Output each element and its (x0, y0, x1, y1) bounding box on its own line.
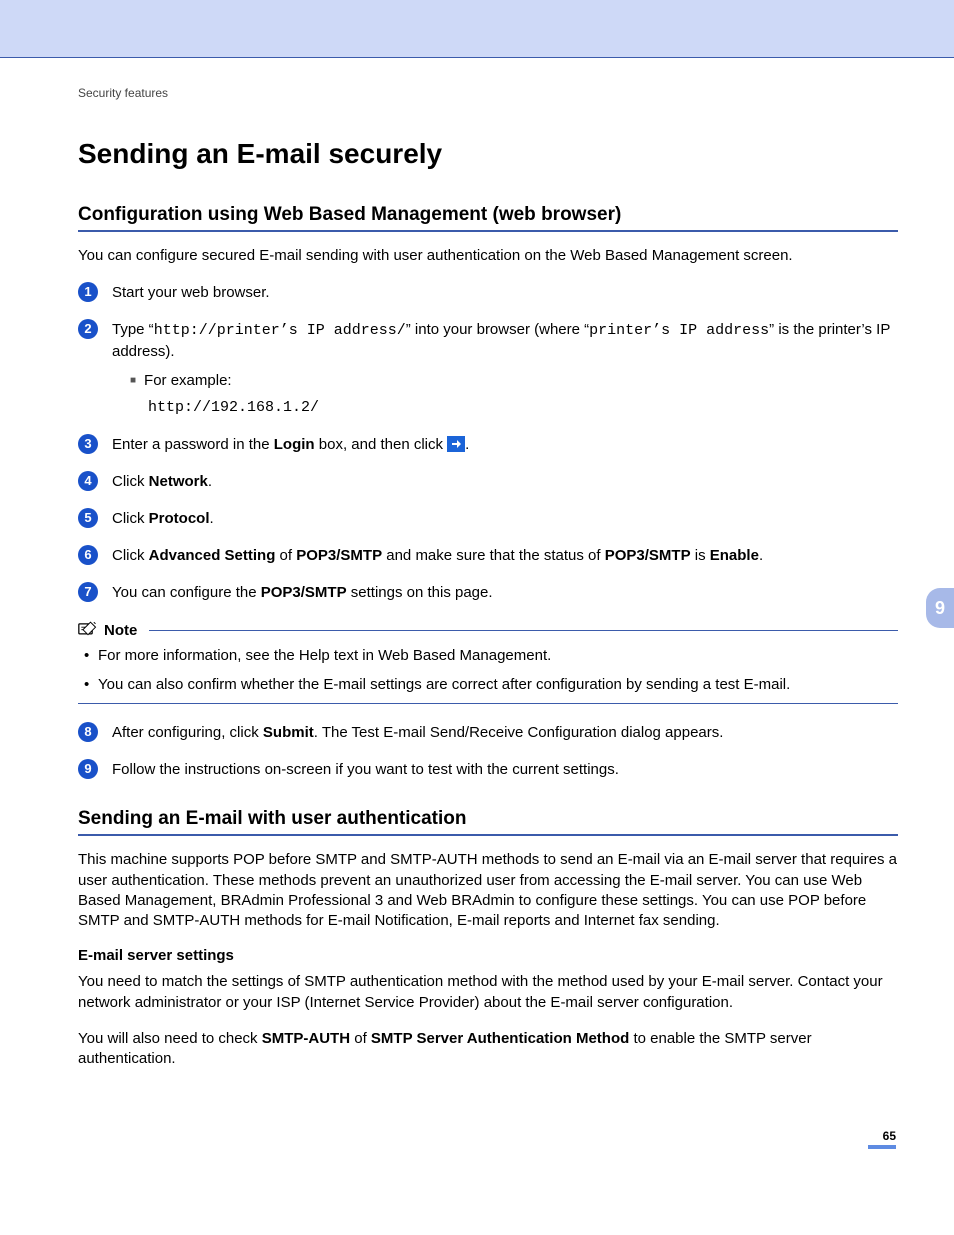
top-banner (0, 0, 954, 58)
heading-rule (78, 834, 898, 836)
step-text: Start your web browser. (112, 284, 270, 301)
example-code: http://192.168.1.2/ (148, 397, 898, 418)
page-number-bar (868, 1145, 896, 1149)
note-block: Note For more information, see the Help … (78, 619, 898, 704)
auth-section: Sending an E-mail with user authenticati… (78, 808, 898, 1069)
note-pencil-icon (78, 619, 98, 641)
step-7: 7 You can configure the POP3/SMTP settin… (78, 582, 898, 603)
step-6: 6 Click Advanced Setting of POP3/SMTP an… (78, 545, 898, 566)
step-number-icon: 4 (78, 471, 98, 491)
step-8: 8 After configuring, click Submit. The T… (78, 722, 898, 743)
step-3: 3 Enter a password in the Login box, and… (78, 434, 898, 455)
note-item: You can also confirm whether the E-mail … (84, 674, 898, 695)
auth-p1: This machine supports POP before SMTP an… (78, 850, 898, 931)
step-text: After configuring, click Submit. The Tes… (112, 724, 723, 741)
step-2: 2 Type “http://printer’s IP address/” in… (78, 319, 898, 418)
example-block: For example: http://192.168.1.2/ (130, 370, 898, 418)
step-number-icon: 9 (78, 759, 98, 779)
example-label: For example: (130, 370, 898, 391)
note-title: Note (104, 622, 137, 639)
step-text: Follow the instructions on-screen if you… (112, 761, 619, 778)
auth-heading: Sending an E-mail with user authenticati… (78, 808, 898, 830)
step-number-icon: 1 (78, 282, 98, 302)
note-rule (149, 630, 898, 631)
config-intro: You can configure secured E-mail sending… (78, 246, 898, 266)
step-number-icon: 8 (78, 722, 98, 742)
step-1: 1 Start your web browser. (78, 282, 898, 303)
section-label: Security features (78, 86, 898, 100)
email-server-settings-heading: E-mail server settings (78, 947, 898, 964)
step-text: Enter a password in the Login box, and t… (112, 436, 469, 453)
step-text: You can configure the POP3/SMTP settings… (112, 584, 493, 601)
arrow-right-icon (447, 436, 465, 452)
step-text: Click Protocol. (112, 510, 214, 527)
step-number-icon: 6 (78, 545, 98, 565)
step-text: Click Network. (112, 473, 212, 490)
page-number: 65 (78, 1129, 898, 1149)
step-number-icon: 5 (78, 508, 98, 528)
step-4: 4 Click Network. (78, 471, 898, 492)
step-5: 5 Click Protocol. (78, 508, 898, 529)
auth-p2: You need to match the settings of SMTP a… (78, 972, 898, 1013)
steps-list: 1 Start your web browser. 2 Type “http:/… (78, 282, 898, 603)
step-text: Click Advanced Setting of POP3/SMTP and … (112, 547, 763, 564)
config-heading: Configuration using Web Based Management… (78, 204, 898, 226)
note-items: For more information, see the Help text … (78, 645, 898, 695)
heading-rule (78, 230, 898, 232)
auth-p3: You will also need to check SMTP-AUTH of… (78, 1029, 898, 1070)
step-number-icon: 7 (78, 582, 98, 602)
step-number-icon: 3 (78, 434, 98, 454)
page-content: Security features Sending an E-mail secu… (0, 58, 954, 1189)
step-number-icon: 2 (78, 319, 98, 339)
page-title: Sending an E-mail securely (78, 138, 898, 170)
note-item: For more information, see the Help text … (84, 645, 898, 666)
steps-list-cont: 8 After configuring, click Submit. The T… (78, 722, 898, 780)
step-text: Type “http://printer’s IP address/” into… (112, 321, 890, 360)
step-9: 9 Follow the instructions on-screen if y… (78, 759, 898, 780)
note-bottom-rule (78, 703, 898, 704)
